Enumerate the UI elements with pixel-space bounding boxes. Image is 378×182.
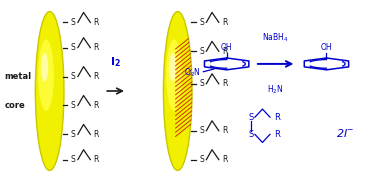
Text: R: R <box>274 113 280 122</box>
Text: S: S <box>200 79 204 88</box>
Text: S: S <box>200 18 204 27</box>
Text: NaBH$_4$: NaBH$_4$ <box>262 31 289 44</box>
Text: R: R <box>94 18 99 27</box>
Ellipse shape <box>166 39 182 111</box>
Text: R: R <box>222 126 228 135</box>
Text: R: R <box>94 43 99 52</box>
Text: metal: metal <box>5 72 32 81</box>
Text: S: S <box>200 126 204 135</box>
Text: R: R <box>94 101 99 110</box>
Text: S: S <box>71 72 76 81</box>
Text: R: R <box>94 72 99 81</box>
Text: $\mathbf{I_2}$: $\mathbf{I_2}$ <box>110 56 121 69</box>
Text: R: R <box>222 18 228 27</box>
Text: core: core <box>5 101 25 110</box>
Text: S: S <box>248 113 254 122</box>
Text: S: S <box>200 155 204 164</box>
Text: S: S <box>200 47 204 56</box>
Ellipse shape <box>41 53 48 82</box>
Text: R: R <box>222 79 228 88</box>
Text: S: S <box>71 43 76 52</box>
Text: 2I$^{-}$: 2I$^{-}$ <box>336 126 354 139</box>
Text: R: R <box>222 47 228 56</box>
Text: S: S <box>71 130 76 139</box>
Text: R: R <box>222 155 228 164</box>
Text: S: S <box>248 130 254 139</box>
Ellipse shape <box>163 11 192 171</box>
Text: S: S <box>71 18 76 27</box>
Ellipse shape <box>35 11 64 171</box>
Text: R: R <box>94 130 99 139</box>
Text: S: S <box>71 101 76 110</box>
Text: S: S <box>71 155 76 164</box>
Text: H$_2$N: H$_2$N <box>267 84 284 96</box>
Ellipse shape <box>38 39 54 111</box>
Text: R: R <box>94 155 99 164</box>
Text: R: R <box>274 130 280 139</box>
Ellipse shape <box>169 53 176 82</box>
Text: OH: OH <box>221 43 232 52</box>
Text: OH: OH <box>321 43 332 52</box>
Text: O$_2$N: O$_2$N <box>184 66 201 78</box>
